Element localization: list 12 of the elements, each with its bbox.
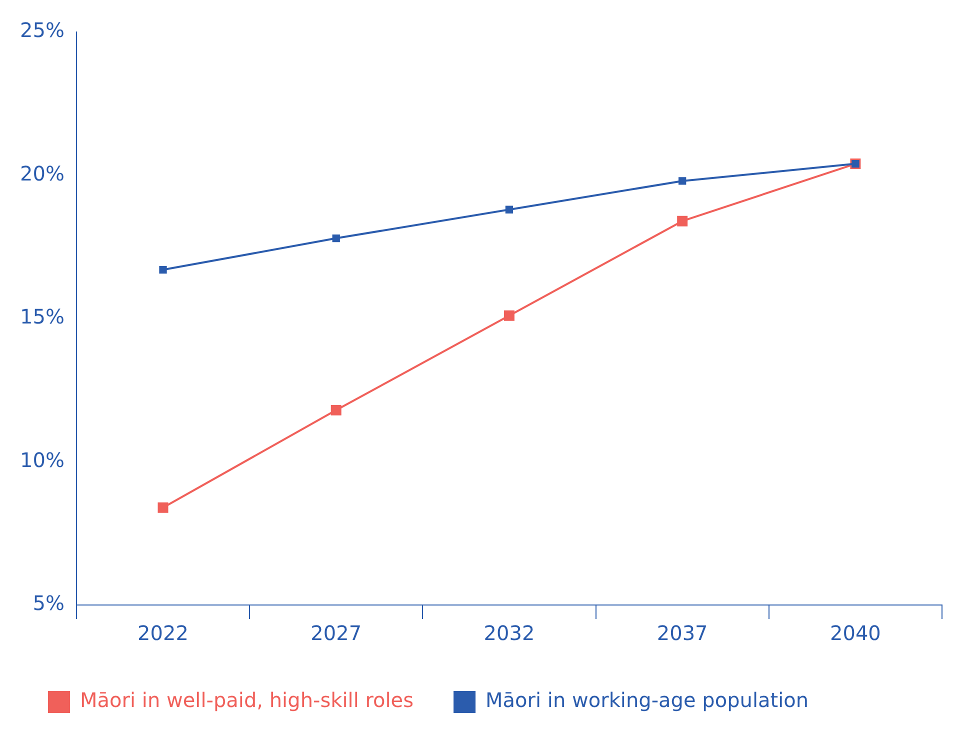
y-tick-label: 15% [20,304,64,329]
x-tick-label: 2022 [138,621,188,646]
y-tick-label: 10% [20,448,64,472]
y-tick-label: 20% [20,161,64,186]
x-tick-label: 2032 [484,621,535,646]
x-tick-label: 2027 [310,621,362,646]
legend-label: Māori in working-age population [486,688,809,712]
y-tick-label: 5% [32,591,64,616]
x-tick-label: 2037 [656,621,708,646]
x-tick-label: 2040 [830,621,881,646]
y-tick-label: 25% [20,18,64,42]
legend-label: Māori in well-paid, high-skill roles [80,688,414,712]
